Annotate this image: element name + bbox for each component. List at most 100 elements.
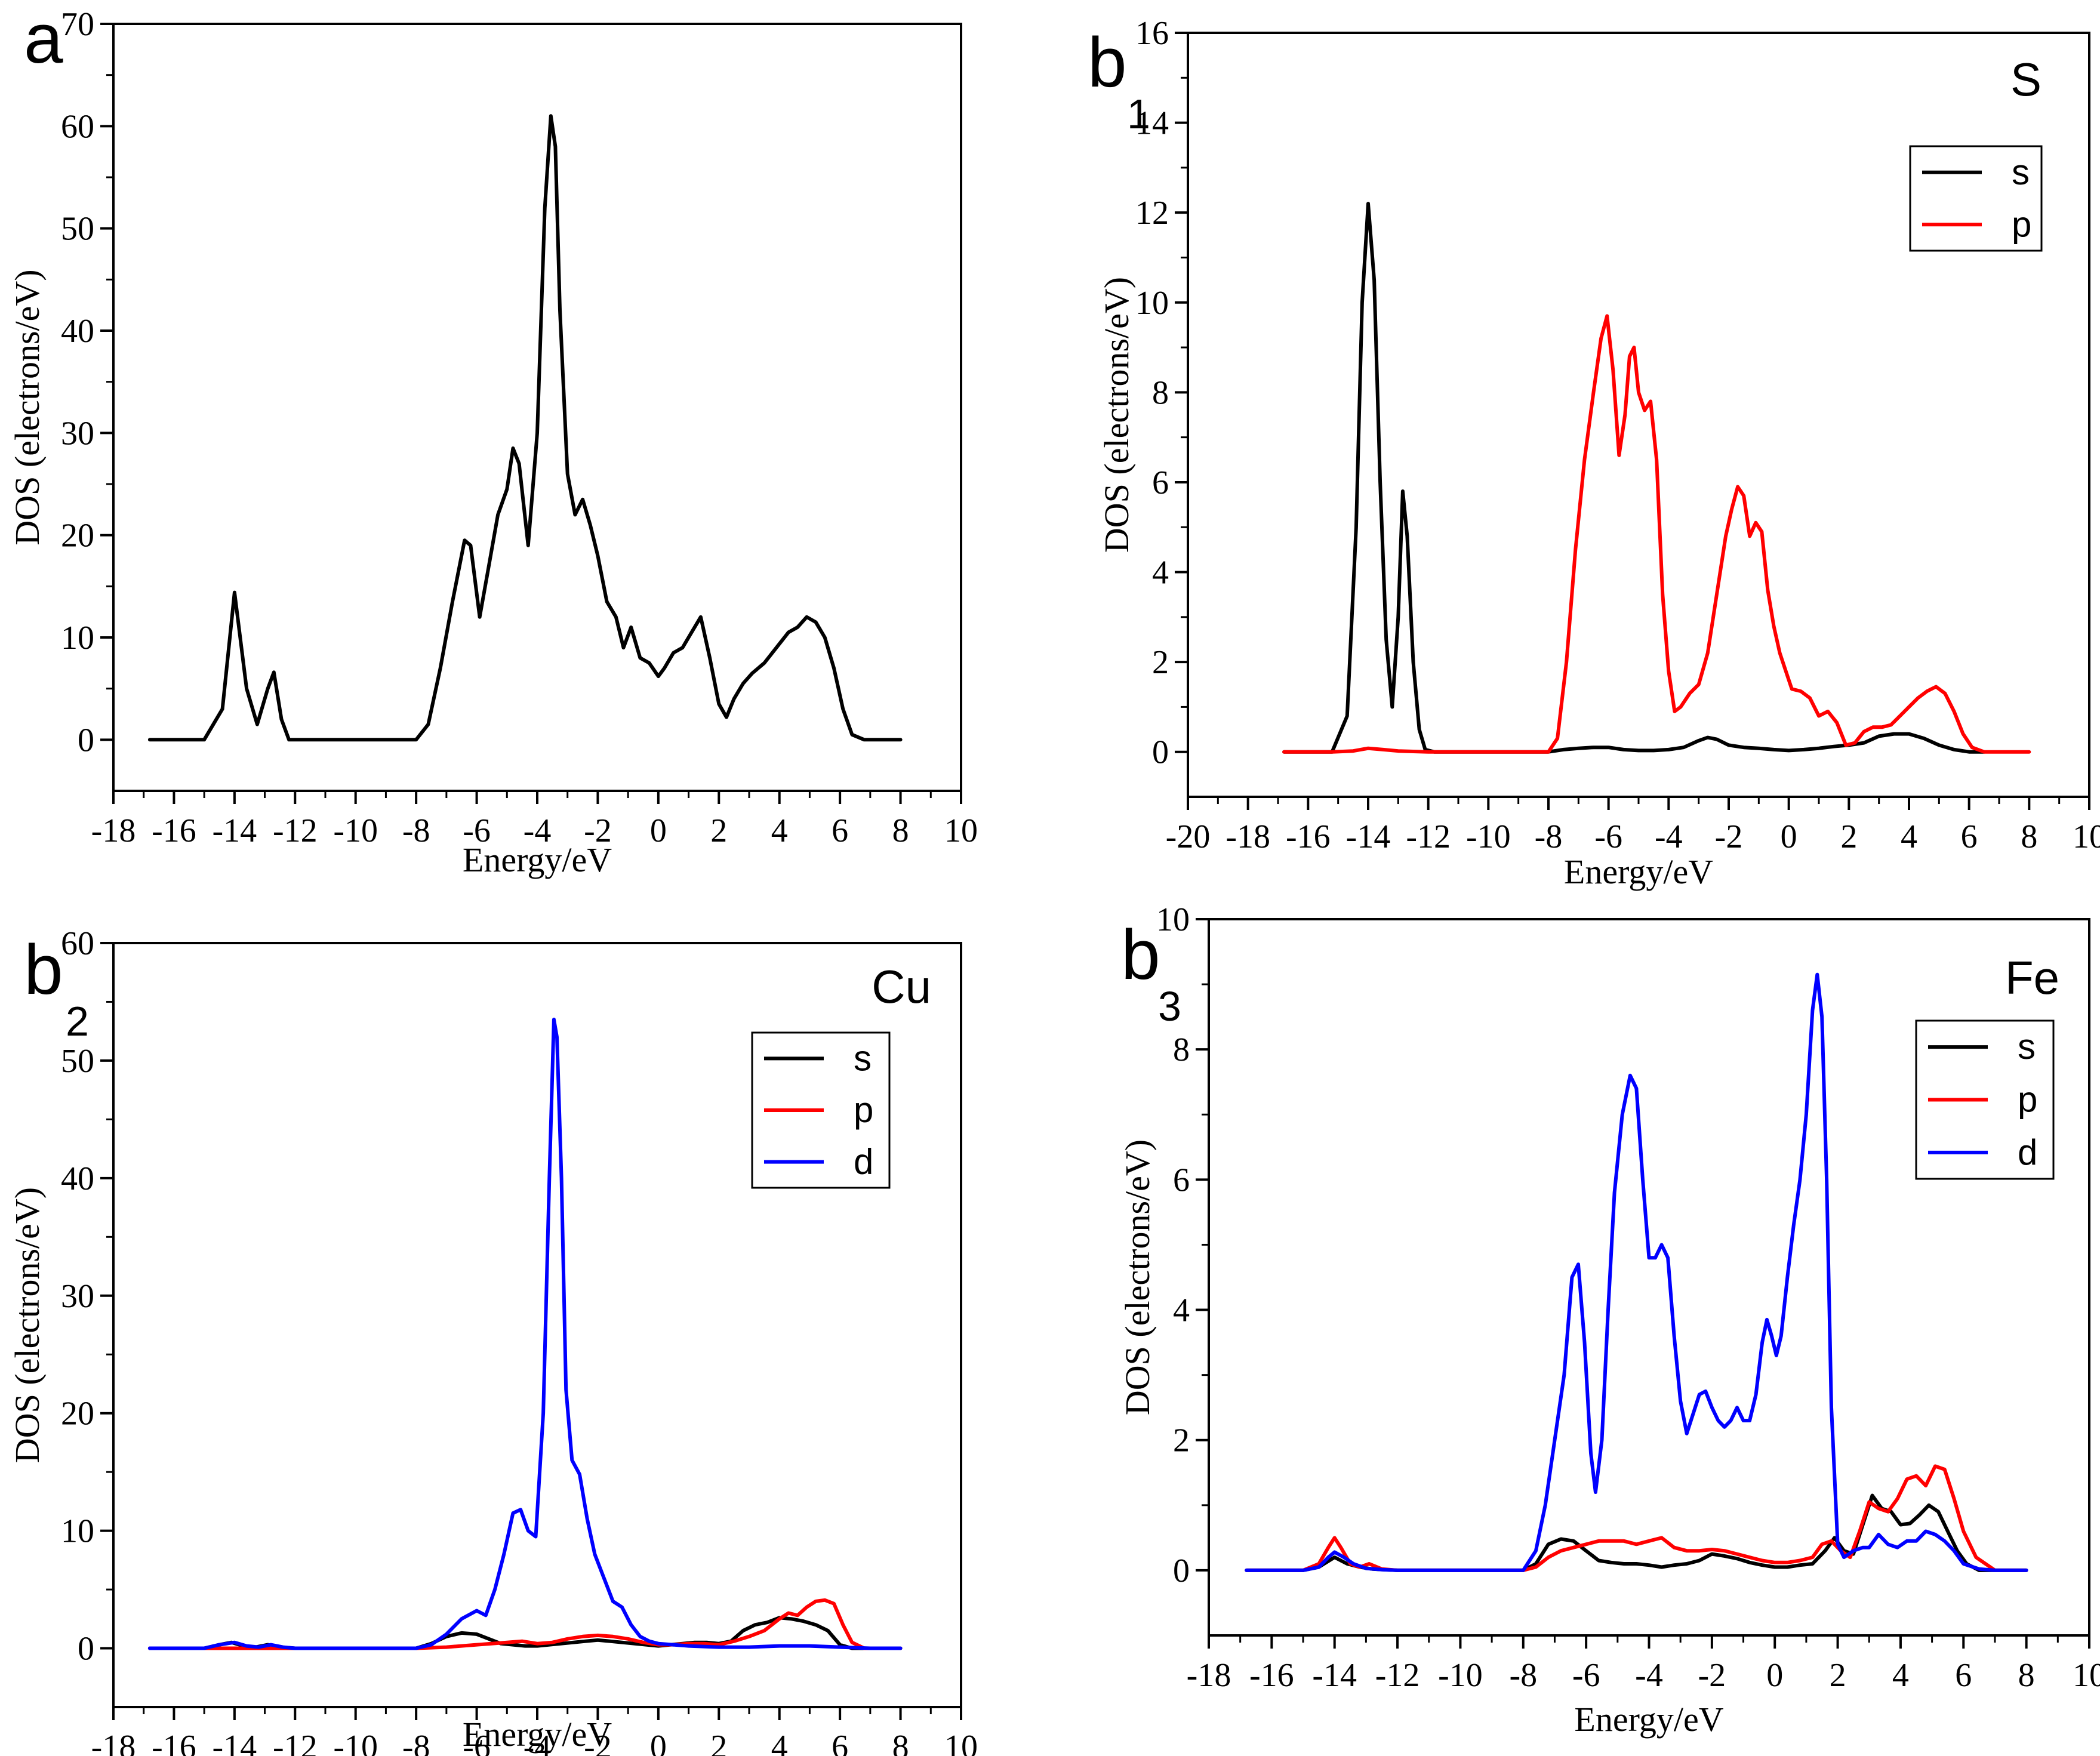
x-tick-label: 6 — [1955, 1657, 1972, 1694]
y-tick-label: 60 — [61, 925, 94, 962]
series-line-s — [1245, 1493, 2028, 1572]
x-tick-label: -4 — [524, 1729, 552, 1756]
x-axis-title: Energy/eV — [463, 1715, 612, 1754]
x-tick-label: -20 — [1166, 818, 1211, 855]
x-tick-label: 0 — [1766, 1657, 1783, 1694]
x-tick-label: -2 — [1698, 1657, 1726, 1694]
legend-label-p: p — [2018, 1080, 2037, 1120]
y-tick-label: 10 — [61, 620, 94, 657]
y-tick-label: 0 — [1152, 734, 1169, 771]
panel-letter: b — [1088, 23, 1127, 102]
x-axis-title: Energy/eV — [1564, 852, 1713, 891]
x-tick-label: -16 — [1286, 818, 1331, 855]
x-tick-label: 2 — [710, 1729, 727, 1756]
panel-letter: a — [24, 0, 63, 78]
x-tick-label: -4 — [524, 812, 552, 849]
x-tick-label: 0 — [650, 1729, 667, 1756]
x-tick-label: -16 — [1249, 1657, 1294, 1694]
legend-label-s: s — [854, 1038, 872, 1078]
x-tick-label: 0 — [1781, 818, 1797, 855]
y-tick-label: 10 — [61, 1513, 94, 1550]
legend-box — [1909, 145, 2043, 252]
x-tick-label: -12 — [1406, 818, 1451, 855]
series-line-d — [147, 1018, 903, 1650]
panel-subscript: 1 — [1127, 91, 1150, 137]
x-tick-label: -14 — [213, 812, 257, 849]
legend-label-p: p — [854, 1090, 873, 1130]
x-tick-label: -4 — [1635, 1657, 1663, 1694]
y-tick-label: 20 — [61, 1395, 94, 1432]
y-tick-label: 40 — [61, 1160, 94, 1197]
x-tick-label: 2 — [1830, 1657, 1846, 1694]
x-tick-label: -12 — [1375, 1657, 1420, 1694]
x-tick-label: 8 — [892, 1729, 909, 1756]
y-tick-label: 60 — [61, 108, 94, 145]
x-tick-label: -14 — [1312, 1657, 1357, 1694]
panel-b3: -18 -16 -14 -12 -10 -8 -6 -4 -2 0 2 4 6 8 10 0 2 4 6 8 10 Ene… — [1118, 901, 2100, 1739]
legend-label-s: s — [2012, 152, 2030, 192]
x-axis-title: Energy/eV — [1574, 1700, 1723, 1739]
x-tick-label: 4 — [771, 812, 788, 849]
y-tick-label: 12 — [1135, 195, 1169, 232]
x-tick-label: -10 — [333, 1729, 378, 1756]
x-tick-label: 6 — [832, 812, 848, 849]
x-tick-label: 0 — [650, 812, 667, 849]
panel-letter: b — [24, 931, 63, 1009]
y-axis-title: DOS (electrons/eV) — [1118, 1139, 1157, 1415]
y-axis-title: DOS (electrons/eV) — [8, 269, 47, 545]
x-tick-label: 8 — [2021, 818, 2037, 855]
x-tick-label: -16 — [152, 1729, 196, 1756]
x-tick-label: -18 — [91, 1729, 136, 1756]
x-tick-label: -18 — [1187, 1657, 1231, 1694]
panel-subscript: 3 — [1158, 983, 1181, 1030]
x-tick-label: 10 — [944, 812, 978, 849]
y-tick-label: 8 — [1152, 374, 1169, 411]
panel-letter: b — [1121, 916, 1160, 994]
legend: spd — [1915, 1019, 2055, 1180]
y-tick-label: 14 — [1135, 105, 1169, 142]
y-tick-label: 6 — [1152, 464, 1169, 501]
series-line-total — [147, 114, 903, 742]
x-tick-label: -2 — [584, 1729, 612, 1756]
panel-b1: -20 -18 -16 -14 -12 -10 -8 -6 -4 -2 0 2 4 6 8 100246810… — [1088, 15, 2100, 891]
element-label: Fe — [2005, 951, 2059, 1004]
y-tick-label: 30 — [61, 415, 94, 452]
x-tick-label: -18 — [91, 812, 136, 849]
y-tick-label: 10 — [1135, 285, 1169, 322]
x-tick-label: 10 — [2073, 818, 2100, 855]
element-label: Cu — [872, 960, 931, 1013]
y-tick-label: 6 — [1173, 1162, 1190, 1199]
y-tick-label: 16 — [1135, 15, 1169, 52]
series-line-d — [1245, 972, 2028, 1572]
x-tick-label: 4 — [771, 1729, 788, 1756]
y-tick-label: 4 — [1152, 554, 1169, 592]
x-tick-label: 4 — [1901, 818, 1917, 855]
x-tick-label: -18 — [1225, 818, 1270, 855]
y-tick-label: 0 — [78, 722, 94, 759]
x-tick-label: -14 — [213, 1729, 257, 1756]
x-tick-label: -6 — [463, 1729, 491, 1756]
y-tick-label: 0 — [1173, 1552, 1190, 1589]
panel-b2: -18 -16 -14 -12 -10 -8 -6 -4 -2 0 2 4 6 8 10 0 10 20 30 40 5… — [8, 925, 978, 1756]
x-tick-label: -4 — [1655, 818, 1683, 855]
y-tick-label: 2 — [1152, 644, 1169, 681]
legend: sp — [1909, 145, 2043, 252]
x-tick-label: -6 — [1572, 1657, 1600, 1694]
series-line-s — [147, 1616, 903, 1650]
x-tick-label: -12 — [273, 812, 318, 849]
x-tick-label: -10 — [1438, 1657, 1483, 1694]
series-line-p — [147, 1598, 903, 1650]
x-tick-label: -6 — [1594, 818, 1622, 855]
y-tick-label: 10 — [1156, 901, 1190, 938]
x-tick-label: -8 — [1509, 1657, 1537, 1694]
x-tick-label: 6 — [832, 1729, 848, 1756]
x-tick-label: 2 — [710, 812, 727, 849]
series-line-p — [1245, 1464, 2028, 1572]
x-tick-label: 10 — [2073, 1657, 2100, 1694]
x-tick-label: 4 — [1892, 1657, 1909, 1694]
y-tick-label: 70 — [61, 6, 94, 43]
x-tick-label: -10 — [1466, 818, 1511, 855]
y-tick-label: 20 — [61, 517, 94, 554]
x-tick-label: 10 — [944, 1729, 978, 1756]
